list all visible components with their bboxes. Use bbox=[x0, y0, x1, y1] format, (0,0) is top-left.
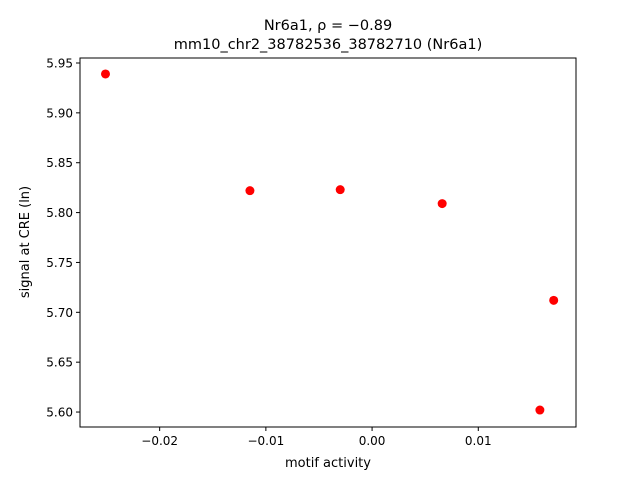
data-point bbox=[437, 199, 447, 209]
y-tick-label: 5.85 bbox=[46, 156, 73, 170]
x-tick-label: −0.01 bbox=[247, 434, 284, 448]
chart-title-line1: Nr6a1, ρ = −0.89 bbox=[264, 18, 392, 34]
y-tick-label: 5.95 bbox=[46, 56, 73, 70]
x-tick-label: −0.02 bbox=[141, 434, 178, 448]
y-axis-label: signal at CRE (ln) bbox=[18, 186, 33, 298]
x-tick-label: 0.01 bbox=[465, 434, 492, 448]
x-tick-label: 0.00 bbox=[359, 434, 386, 448]
data-points bbox=[100, 69, 559, 415]
y-tick-label: 5.75 bbox=[46, 256, 73, 270]
y-tick-label: 5.65 bbox=[46, 356, 73, 370]
y-tick-label: 5.70 bbox=[46, 306, 73, 320]
chart-title-line2: mm10_chr2_38782536_38782710 (Nr6a1) bbox=[174, 37, 482, 53]
data-point bbox=[100, 69, 110, 79]
y-tick-label: 5.90 bbox=[46, 106, 73, 120]
x-axis-label: motif activity bbox=[285, 456, 371, 471]
data-point bbox=[549, 295, 559, 305]
y-axis-ticks: 5.60 5.65 5.70 5.75 5.80 5.85 5.90 5.95 bbox=[46, 56, 80, 420]
y-tick-label: 5.60 bbox=[46, 406, 73, 420]
x-axis-ticks: −0.02 −0.01 0.00 0.01 bbox=[141, 427, 492, 448]
data-point bbox=[335, 185, 345, 195]
y-tick-label: 5.80 bbox=[46, 206, 73, 220]
plot-frame bbox=[79, 57, 577, 428]
data-point bbox=[245, 186, 255, 196]
data-point bbox=[535, 405, 545, 415]
